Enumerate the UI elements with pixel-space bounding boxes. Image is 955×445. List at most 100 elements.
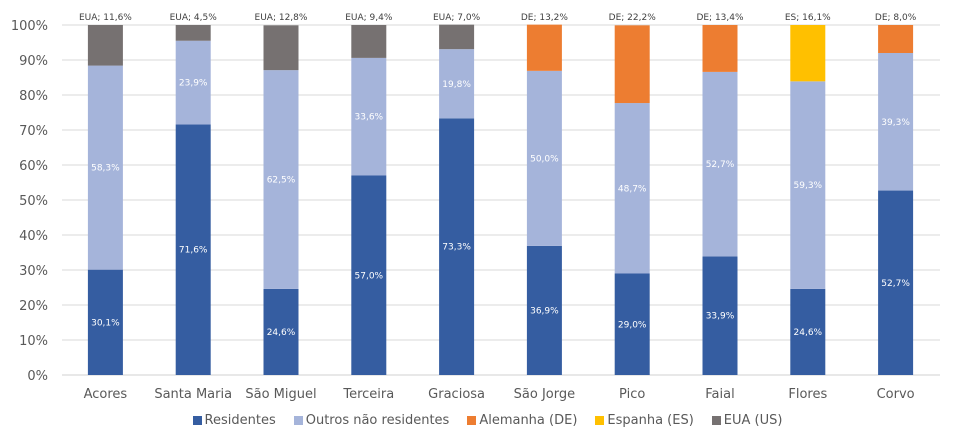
y-tick-label: 20%	[19, 299, 48, 314]
legend-label: EUA (US)	[723, 413, 783, 428]
bar-segment-res	[790, 288, 826, 375]
bar-segment-res	[702, 256, 738, 375]
bar-group: 24,6% 59,3% ES; 16,1%	[785, 13, 831, 375]
bar-segment-out	[175, 40, 211, 125]
legend-item-outros: Outros não residentes	[293, 413, 450, 428]
bar-group: 71,6% 23,9% EUA; 4,5%	[170, 13, 218, 376]
data-label: 36,9%	[530, 306, 559, 316]
legend-item-residentes: Residentes	[192, 413, 276, 428]
data-label-top: EUA; 12,8%	[255, 13, 308, 23]
legend-label: Espanha (ES)	[607, 413, 694, 428]
data-label: 57,0%	[355, 271, 384, 281]
bar-group: 73,3% 19,8% EUA; 7,0%	[433, 13, 481, 375]
data-label-top: DE; 13,4%	[696, 13, 744, 23]
bar-segment-es	[790, 25, 826, 82]
data-label: 62,5%	[267, 176, 296, 186]
bar-segment-res	[351, 175, 387, 375]
bar-segment-out	[439, 49, 475, 119]
data-label: 24,6%	[267, 328, 296, 338]
y-tick-label: 50%	[19, 194, 48, 209]
x-tick-label: Faial	[705, 387, 734, 402]
y-tick-label: 90%	[19, 54, 48, 69]
data-label: 52,7%	[706, 160, 735, 170]
data-label-top: DE; 8,0%	[875, 13, 917, 23]
data-label-top: EUA; 7,0%	[433, 13, 481, 23]
bar-group: 52,7% 39,3% DE; 8,0%	[875, 13, 917, 375]
data-label-top: ES; 16,1%	[785, 13, 831, 23]
bar-segment-us	[175, 25, 211, 41]
bar-group: 36,9% 50,0% DE; 13,2%	[521, 13, 569, 375]
legend-label: Residentes	[204, 413, 276, 428]
bar-segment-out	[614, 103, 650, 274]
data-label: 23,9%	[179, 79, 208, 89]
bar-group: 33,9% 52,7% DE; 13,4%	[696, 13, 744, 375]
x-tick-label: São Jorge	[514, 387, 575, 402]
data-label: 52,7%	[881, 279, 910, 289]
stacked-bar-chart: 0% 10% 20% 30% 40% 50% 60% 70% 80% 90% 100% 30,1% 5…	[11, 13, 940, 402]
data-label: 19,8%	[442, 80, 471, 90]
bar-segment-res	[87, 269, 123, 375]
legend-swatch-eua	[711, 416, 721, 425]
data-label: 58,3%	[91, 164, 120, 174]
y-tick-label: 0%	[27, 369, 48, 384]
legend-swatch-outros	[293, 416, 303, 425]
bar-segment-out	[878, 53, 914, 191]
y-tick-label: 40%	[19, 229, 48, 244]
y-tick-label: 100%	[11, 19, 48, 34]
bar-segment-res	[175, 124, 211, 376]
legend-swatch-espanha	[595, 416, 605, 425]
bar-segment-res	[878, 190, 914, 375]
y-tick-label: 30%	[19, 264, 48, 279]
legend-label: Alemanha (DE)	[479, 413, 578, 428]
bar-segment-out	[526, 70, 562, 246]
data-label-top: EUA; 9,4%	[345, 13, 393, 23]
bar-segment-us	[263, 25, 299, 71]
bars: 30,1% 58,3% EUA; 11,6% 71,6% 23,9% EUA; 4,5% 2…	[79, 13, 917, 376]
bar-segment-de	[526, 24, 562, 71]
bar-segment-out	[790, 81, 826, 289]
data-label-top: DE; 13,2%	[521, 13, 569, 23]
data-label: 24,6%	[794, 328, 823, 338]
data-label-top: DE; 22,2%	[609, 13, 657, 23]
bar-segment-res	[614, 273, 650, 375]
bar-segment-us	[351, 25, 387, 58]
data-label: 50,0%	[530, 154, 559, 164]
legend-swatch-residentes	[192, 416, 202, 425]
legend-swatch-alemanha	[467, 416, 477, 425]
data-label-top: EUA; 4,5%	[170, 13, 218, 23]
bar-segment-out	[702, 71, 738, 257]
x-tick-label: Acores	[84, 387, 128, 402]
y-tick-label: 80%	[19, 89, 48, 104]
data-label: 33,6%	[355, 113, 384, 123]
data-label: 71,6%	[179, 246, 208, 256]
bar-group: 29,0% 48,7% DE; 22,2%	[609, 13, 657, 375]
bar-segment-de	[702, 25, 738, 72]
bar-segment-res	[439, 118, 475, 375]
x-tick-label: Corvo	[877, 387, 915, 402]
legend-item-espanha: Espanha (ES)	[595, 413, 694, 428]
bar-group: 30,1% 58,3% EUA; 11,6%	[79, 13, 132, 375]
data-label-top: EUA; 11,6%	[79, 13, 132, 23]
legend: Residentes Outros não residentes Alemanh…	[0, 413, 955, 428]
y-tick-label: 60%	[19, 159, 48, 174]
bar-segment-out	[87, 65, 123, 270]
bar-segment-res	[526, 245, 562, 375]
bar-group: 24,6% 62,5% EUA; 12,8%	[255, 13, 308, 375]
x-tick-label: Graciosa	[428, 387, 485, 402]
bar-segment-out	[351, 57, 387, 176]
data-label: 30,1%	[91, 318, 120, 328]
y-tick-label: 70%	[19, 124, 48, 139]
data-label: 73,3%	[442, 243, 471, 253]
x-axis: Acores Santa Maria São Miguel Terceira Graci…	[84, 387, 915, 402]
legend-item-eua: EUA (US)	[711, 413, 783, 428]
legend-label: Outros não residentes	[305, 413, 450, 428]
x-tick-label: Terceira	[342, 387, 394, 402]
x-tick-label: Flores	[788, 387, 827, 402]
bar-group: 57,0% 33,6% EUA; 9,4%	[345, 13, 393, 375]
y-axis: 0% 10% 20% 30% 40% 50% 60% 70% 80% 90% 100%	[11, 19, 48, 384]
x-tick-label: São Miguel	[245, 387, 316, 402]
data-label: 48,7%	[618, 184, 647, 194]
x-tick-label: Santa Maria	[154, 387, 232, 402]
bar-segment-de	[878, 25, 914, 53]
bar-segment-us	[439, 24, 475, 50]
